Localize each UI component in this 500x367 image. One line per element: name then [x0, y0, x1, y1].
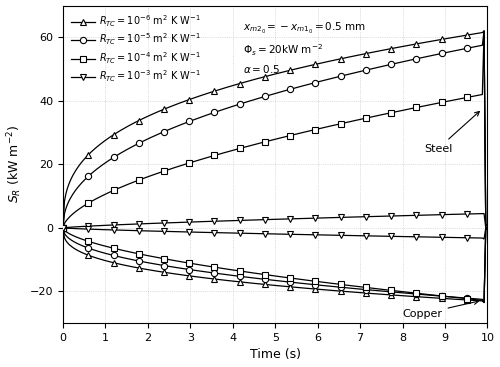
$R_{TC}= 10^{-4}$ m$^2$ K W$^{-1}$: [481, 29, 487, 33]
$R_{TC}= 10^{-3}$ m$^2$ K W$^{-1}$: [210, 219, 216, 224]
$R_{TC}= 10^{-5}$ m$^2$ K W$^{-1}$: [386, 63, 392, 67]
$R_{TC}= 10^{-3}$ m$^2$ K W$^{-1}$: [100, 223, 106, 228]
$R_{TC}= 10^{-4}$ m$^2$ K W$^{-1}$: [210, 154, 216, 158]
$R_{TC}= 10^{-3}$ m$^2$ K W$^{-1}$: [480, 211, 486, 216]
Y-axis label: $S_R$ (kW m$^{-2}$): $S_R$ (kW m$^{-2}$): [6, 125, 25, 203]
$R_{TC}= 10^{-4}$ m$^2$ K W$^{-1}$: [386, 111, 392, 116]
$R_{TC}= 10^{-5}$ m$^2$ K W$^{-1}$: [210, 111, 216, 115]
$R_{TC}= 10^{-4}$ m$^2$ K W$^{-1}$: [100, 193, 106, 197]
$R_{TC}= 10^{-4}$ m$^2$ K W$^{-1}$: [60, 226, 66, 230]
Line: $R_{TC}= 10^{-3}$ m$^2$ K W$^{-1}$: $R_{TC}= 10^{-3}$ m$^2$ K W$^{-1}$: [60, 210, 490, 231]
Line: $R_{TC}= 10^{-4}$ m$^2$ K W$^{-1}$: $R_{TC}= 10^{-4}$ m$^2$ K W$^{-1}$: [60, 28, 490, 231]
$R_{TC}= 10^{-5}$ m$^2$ K W$^{-1}$: [422, 55, 428, 59]
Text: Copper: Copper: [402, 300, 478, 319]
$R_{TC}= 10^{-6}$ m$^2$ K W$^{-1}$: [481, 29, 487, 33]
$R_{TC}= 10^{-6}$ m$^2$ K W$^{-1}$: [484, 224, 490, 228]
$R_{TC}= 10^{-4}$ m$^2$ K W$^{-1}$: [484, 224, 490, 229]
$R_{TC}= 10^{-3}$ m$^2$ K W$^{-1}$: [484, 226, 490, 230]
Line: $R_{TC}= 10^{-6}$ m$^2$ K W$^{-1}$: $R_{TC}= 10^{-6}$ m$^2$ K W$^{-1}$: [60, 28, 490, 231]
Legend: $R_{TC}= 10^{-6}$ m$^2$ K W$^{-1}$, $R_{TC}= 10^{-5}$ m$^2$ K W$^{-1}$, $R_{TC}=: $R_{TC}= 10^{-6}$ m$^2$ K W$^{-1}$, $R_{…: [68, 10, 204, 87]
$R_{TC}= 10^{-6}$ m$^2$ K W$^{-1}$: [157, 109, 163, 113]
$R_{TC}= 10^{-4}$ m$^2$ K W$^{-1}$: [422, 103, 428, 108]
$R_{TC}= 10^{-3}$ m$^2$ K W$^{-1}$: [367, 214, 373, 219]
$R_{TC}= 10^{-3}$ m$^2$ K W$^{-1}$: [60, 226, 66, 230]
$R_{TC}= 10^{-6}$ m$^2$ K W$^{-1}$: [386, 47, 392, 51]
$R_{TC}= 10^{-4}$ m$^2$ K W$^{-1}$: [157, 170, 163, 175]
$R_{TC}= 10^{-5}$ m$^2$ K W$^{-1}$: [60, 226, 66, 230]
Text: $x_{m2_0} = -x_{m1_0} = 0.5$ mm
$\Phi_s = 20$kW m$^{-2}$
$\alpha = 0.5$: $x_{m2_0} = -x_{m1_0} = 0.5$ mm $\Phi_s …: [244, 21, 366, 75]
Text: Steel: Steel: [424, 112, 480, 154]
$R_{TC}= 10^{-5}$ m$^2$ K W$^{-1}$: [484, 224, 490, 228]
$R_{TC}= 10^{-3}$ m$^2$ K W$^{-1}$: [386, 214, 392, 218]
X-axis label: Time (s): Time (s): [250, 348, 300, 361]
$R_{TC}= 10^{-6}$ m$^2$ K W$^{-1}$: [367, 51, 373, 55]
$R_{TC}= 10^{-6}$ m$^2$ K W$^{-1}$: [60, 226, 66, 230]
$R_{TC}= 10^{-5}$ m$^2$ K W$^{-1}$: [481, 29, 487, 33]
$R_{TC}= 10^{-3}$ m$^2$ K W$^{-1}$: [422, 213, 428, 217]
$R_{TC}= 10^{-5}$ m$^2$ K W$^{-1}$: [100, 162, 106, 166]
$R_{TC}= 10^{-6}$ m$^2$ K W$^{-1}$: [210, 89, 216, 94]
$R_{TC}= 10^{-3}$ m$^2$ K W$^{-1}$: [157, 221, 163, 225]
$R_{TC}= 10^{-6}$ m$^2$ K W$^{-1}$: [100, 139, 106, 144]
Line: $R_{TC}= 10^{-5}$ m$^2$ K W$^{-1}$: $R_{TC}= 10^{-5}$ m$^2$ K W$^{-1}$: [60, 28, 490, 231]
$R_{TC}= 10^{-6}$ m$^2$ K W$^{-1}$: [422, 40, 428, 44]
$R_{TC}= 10^{-5}$ m$^2$ K W$^{-1}$: [367, 67, 373, 71]
$R_{TC}= 10^{-5}$ m$^2$ K W$^{-1}$: [157, 131, 163, 136]
$R_{TC}= 10^{-4}$ m$^2$ K W$^{-1}$: [367, 115, 373, 119]
